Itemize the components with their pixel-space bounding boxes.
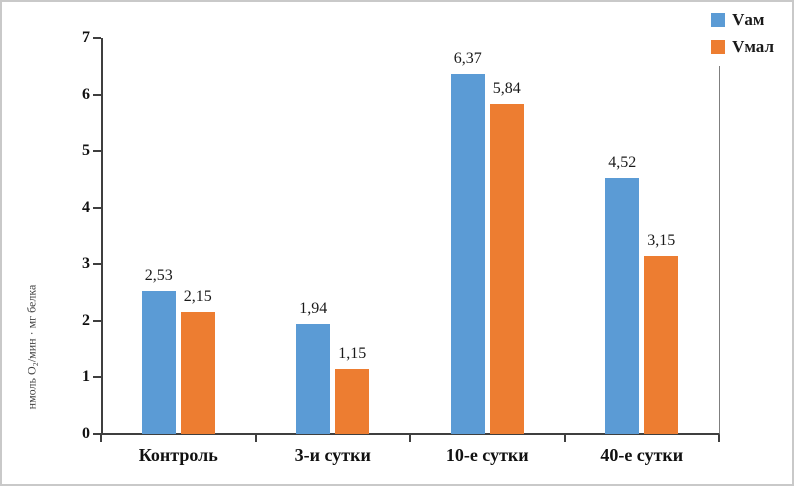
x-category-label: Контроль bbox=[138, 445, 218, 465]
bar-series-0 bbox=[450, 73, 485, 434]
bar-series-1 bbox=[644, 255, 679, 434]
legend-label: Vмал bbox=[732, 37, 774, 56]
y-tick-label: 1 bbox=[82, 368, 90, 386]
x-category-label: 3-и сутки bbox=[294, 445, 371, 465]
y-tick-mark bbox=[93, 263, 101, 266]
y-tick-label: 3 bbox=[82, 255, 90, 273]
y-tick-mark bbox=[93, 433, 101, 435]
legend-item: Vмал bbox=[711, 37, 774, 57]
bar-series-0 bbox=[141, 290, 176, 434]
legend-label: Vам bbox=[732, 10, 765, 29]
x-category-label: 40-е сутки bbox=[600, 445, 684, 465]
y-tick-label: 0 bbox=[82, 425, 90, 442]
bar-value-label: 2,15 bbox=[183, 288, 212, 306]
y-axis-title: нмоль О₂/мин · мг белка bbox=[24, 284, 39, 410]
bar-series-1 bbox=[180, 312, 215, 434]
y-tick-mark bbox=[93, 206, 101, 209]
x-tick-mark bbox=[254, 435, 257, 442]
bar-value-label: 4,52 bbox=[608, 154, 637, 172]
y-tick-mark bbox=[93, 319, 101, 322]
x-tick-mark bbox=[409, 435, 411, 442]
bar-value-label: 6,37 bbox=[453, 49, 482, 67]
legend: Vам Vмал bbox=[707, 8, 778, 66]
x-tick-mark bbox=[100, 435, 102, 442]
x-tick-mark bbox=[718, 435, 720, 442]
legend-swatch-icon bbox=[711, 40, 726, 54]
bar-series-1 bbox=[335, 368, 370, 434]
plot-area bbox=[101, 38, 720, 435]
y-tick-label: 5 bbox=[82, 142, 90, 160]
bar-value-label: 1,94 bbox=[299, 300, 328, 318]
bar-value-label: 2,53 bbox=[144, 266, 173, 284]
bar-series-1 bbox=[489, 103, 524, 434]
y-tick-label: 2 bbox=[82, 311, 90, 329]
y-tick-label: 4 bbox=[82, 198, 90, 216]
bar-value-label: 5,84 bbox=[492, 79, 521, 97]
y-tick-mark bbox=[93, 93, 101, 96]
x-tick-mark bbox=[563, 435, 566, 442]
y-tick-mark bbox=[93, 150, 101, 153]
legend-swatch-icon bbox=[711, 13, 726, 27]
y-tick-label: 6 bbox=[82, 85, 90, 103]
bar-value-label: 3,15 bbox=[647, 231, 676, 249]
y-tick-mark bbox=[93, 37, 101, 39]
bar-series-0 bbox=[296, 324, 331, 434]
bar-value-label: 1,15 bbox=[338, 344, 367, 362]
y-tick-label: 7 bbox=[82, 29, 90, 46]
y-tick-mark bbox=[93, 376, 101, 379]
bar-series-0 bbox=[605, 178, 640, 434]
x-category-label: 10-е сутки bbox=[445, 445, 529, 465]
legend-item: Vам bbox=[711, 10, 774, 30]
